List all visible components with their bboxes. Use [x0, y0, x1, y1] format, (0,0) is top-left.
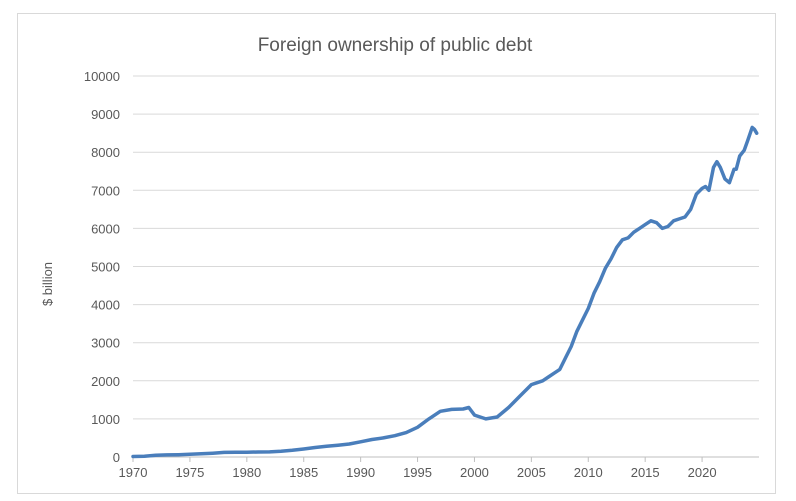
y-tick-label: 10000	[84, 69, 120, 84]
axes	[132, 456, 759, 462]
y-tick-label: 2000	[91, 374, 120, 389]
x-tick-label: 1995	[403, 465, 432, 480]
y-tick-label: 4000	[91, 298, 120, 313]
y-tick-label: 7000	[91, 183, 120, 198]
chart-title: Foreign ownership of public debt	[258, 35, 533, 56]
x-tick-label: 2020	[688, 465, 717, 480]
chart: Foreign ownership of public debt $ billi…	[40, 35, 759, 480]
y-tick-labels: 0 1000 2000 3000 4000 5000 6000 7000 8000 9000 100…	[84, 69, 120, 465]
gridlines	[133, 75, 759, 420]
y-tick-label: 0	[113, 450, 120, 465]
x-tick-label: 2005	[517, 465, 546, 480]
y-tick-label: 1000	[91, 412, 120, 427]
y-tick-label: 5000	[91, 260, 120, 275]
x-tick-label: 1970	[119, 465, 148, 480]
y-tick-label: 8000	[91, 145, 120, 160]
y-tick-label: 6000	[91, 221, 120, 236]
x-tick-labels: 1970 1975 1980 1985 1990 1995 2000 2005 2010 2015…	[119, 465, 717, 480]
series-layer	[131, 125, 759, 459]
x-tick-label: 1975	[175, 465, 204, 480]
y-tick-label: 3000	[91, 336, 120, 351]
x-tick-label: 2015	[631, 465, 660, 480]
series-line	[131, 125, 759, 459]
y-axis-label: $ billion	[40, 262, 55, 306]
x-tick-label: 2000	[460, 465, 489, 480]
chart-frame: Foreign ownership of public debt $ billi…	[17, 13, 776, 494]
x-tick-label: 2010	[574, 465, 603, 480]
x-tick-label: 1990	[346, 465, 375, 480]
x-tick-label: 1980	[232, 465, 261, 480]
x-tick-label: 1985	[289, 465, 318, 480]
y-tick-label: 9000	[91, 107, 120, 122]
